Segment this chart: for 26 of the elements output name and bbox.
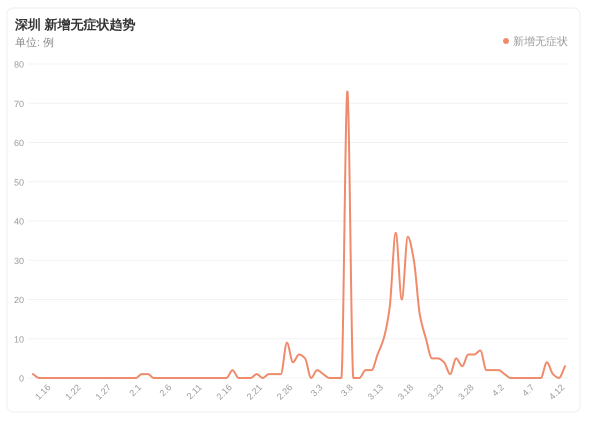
y-tick-label: 40 [14,216,24,226]
y-tick-label: 20 [14,295,24,305]
x-tick-label: 2.6 [158,382,174,398]
y-tick-label: 50 [14,177,24,188]
x-tick-label: 2.1 [127,382,144,398]
y-tick-label: 60 [14,138,24,148]
line-series [32,90,566,379]
x-tick-label: 2.21 [244,382,264,402]
x-tick-label: 3.8 [338,382,355,398]
x-tick-label: 3.13 [366,382,386,402]
x-tick-label: 3.18 [396,382,416,402]
legend-label: 新增无症状 [513,35,568,48]
y-tick-label: 80 [14,60,24,70]
y-tick-label: 0 [18,374,24,384]
x-tick-label: 4.12 [546,382,566,402]
x-tick-label: 3.28 [456,382,476,402]
x-tick-label: 4.7 [520,382,536,398]
y-tick-label: 70 [14,98,24,109]
x-tick-label: 3.3 [308,382,325,398]
chart-subtitle: 单位: 例 [15,36,54,49]
chart-title: 深圳 新增无症状趋势 [14,17,136,32]
x-tick-label: 2.11 [184,382,204,402]
x-tick-label: 4.2 [490,382,506,398]
y-tick-label: 10 [14,334,24,344]
y-tick-label: 30 [14,256,24,266]
x-tick-label: 3.23 [426,382,446,402]
